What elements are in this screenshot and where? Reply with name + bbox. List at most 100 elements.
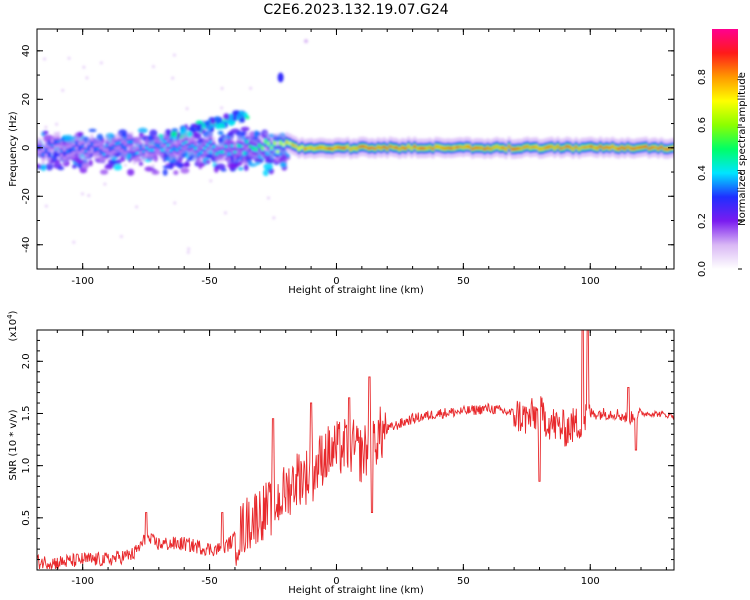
carrier-core xyxy=(589,145,593,148)
carrier-core xyxy=(534,145,539,149)
heatmap-blob xyxy=(52,151,60,159)
heatmap-outlier xyxy=(123,163,127,167)
x-tick-label: 100 xyxy=(581,276,600,287)
snr-x-ticks: -100 -50 0 50 100 xyxy=(56,330,667,587)
heatmap-outlier xyxy=(99,61,103,65)
heatmap-branch-blob xyxy=(243,112,248,118)
carrier-core xyxy=(407,145,411,148)
carrier-core xyxy=(126,140,131,144)
x-tick-label: 0 xyxy=(333,276,339,287)
heatmap-blob xyxy=(139,132,144,136)
heatmap-outlier xyxy=(119,234,123,238)
carrier-core xyxy=(513,147,517,151)
heatmap-blob xyxy=(205,159,211,165)
heatmap-outlier xyxy=(85,76,89,80)
snr-x-axis-label: Height of straight line (km) xyxy=(288,585,424,596)
carrier-core xyxy=(571,147,575,151)
carrier-core xyxy=(123,147,128,150)
carrier-core xyxy=(556,145,560,148)
carrier-core xyxy=(343,146,347,150)
heatmap-blob xyxy=(153,154,158,162)
heatmap-branch-blob xyxy=(206,125,212,131)
heatmap-outlier xyxy=(72,240,76,244)
carrier-core xyxy=(93,148,97,151)
carrier-core xyxy=(227,152,231,156)
carrier-core xyxy=(638,146,642,149)
carrier-core xyxy=(373,147,377,150)
carrier-core xyxy=(59,150,64,153)
carrier-core xyxy=(96,147,100,151)
heatmap-blob xyxy=(263,163,273,171)
heatmap-outlier xyxy=(43,57,47,61)
colorbar-tick-label: 0.8 xyxy=(697,69,708,85)
heatmap-blob xyxy=(237,166,244,171)
carrier-core xyxy=(577,147,581,151)
colorbar-ticks: 0.0 0.2 0.4 0.6 0.8 xyxy=(697,69,742,277)
y-tick-label: 0 xyxy=(21,145,32,151)
carrier-core xyxy=(75,142,79,145)
carrier-core xyxy=(129,140,134,144)
y-tick-label: 20 xyxy=(21,93,32,106)
carrier-core xyxy=(431,147,435,150)
carrier-core xyxy=(449,147,453,150)
carrier-core xyxy=(251,147,255,150)
heatmap-outlier xyxy=(220,86,224,90)
carrier-core xyxy=(340,146,344,150)
carrier-core xyxy=(604,145,609,149)
heatmap-blob xyxy=(105,163,116,168)
carrier-core xyxy=(498,146,502,150)
snr-plot-area xyxy=(37,330,674,570)
carrier-core xyxy=(379,146,383,150)
carrier-core xyxy=(279,141,283,145)
heatmap-blob xyxy=(279,161,287,168)
carrier-core xyxy=(455,146,459,149)
carrier-core xyxy=(175,148,179,152)
heatmap-blob xyxy=(137,127,148,134)
heatmap-outlier xyxy=(135,205,139,209)
carrier-core xyxy=(586,145,590,148)
carrier-core xyxy=(193,147,198,150)
carrier-core xyxy=(196,153,201,156)
carrier-core xyxy=(413,145,417,148)
heatmap-branch-blob xyxy=(196,124,202,132)
carrier-core xyxy=(483,147,487,151)
carrier-core xyxy=(169,149,173,152)
carrier-core xyxy=(367,147,371,150)
carrier-core xyxy=(184,140,188,144)
carrier-core xyxy=(309,146,313,149)
carrier-core xyxy=(285,140,289,144)
carrier-core xyxy=(142,150,146,153)
carrier-core xyxy=(68,149,73,152)
heatmap-outlier xyxy=(80,192,84,196)
carrier-core xyxy=(209,140,213,144)
heatmap-blob xyxy=(113,163,123,171)
carrier-core xyxy=(145,146,149,150)
y-tick-label: -40 xyxy=(21,237,32,253)
carrier-core xyxy=(260,146,265,150)
heatmap-blob xyxy=(175,163,185,167)
heatmap-branch-blob xyxy=(237,112,244,119)
carrier-core xyxy=(592,146,597,149)
colorbar-tick-label: 0.4 xyxy=(697,165,708,181)
heatmap-blob xyxy=(144,166,155,172)
carrier-core xyxy=(111,146,115,149)
carrier-core xyxy=(492,146,496,149)
carrier-core xyxy=(562,146,566,150)
heatmap-blob xyxy=(43,130,49,135)
heatmap-blob xyxy=(240,126,250,132)
heatmap-blob xyxy=(76,131,84,137)
carrier-core xyxy=(327,147,332,150)
heatmap-outlier xyxy=(173,201,177,205)
carrier-core xyxy=(72,147,76,150)
carrier-core xyxy=(598,145,603,148)
heatmap-outlier xyxy=(151,65,155,69)
carrier-core xyxy=(608,146,612,150)
colorbar-label: Normalized spectral amplitude xyxy=(737,72,748,226)
carrier-core xyxy=(565,145,569,148)
y-tick-label: 1.5 xyxy=(21,406,32,422)
x-tick-label: -50 xyxy=(201,576,217,587)
carrier-core xyxy=(382,145,386,149)
heatmap-branch-blob xyxy=(213,116,221,122)
heatmap-blob xyxy=(37,163,42,168)
